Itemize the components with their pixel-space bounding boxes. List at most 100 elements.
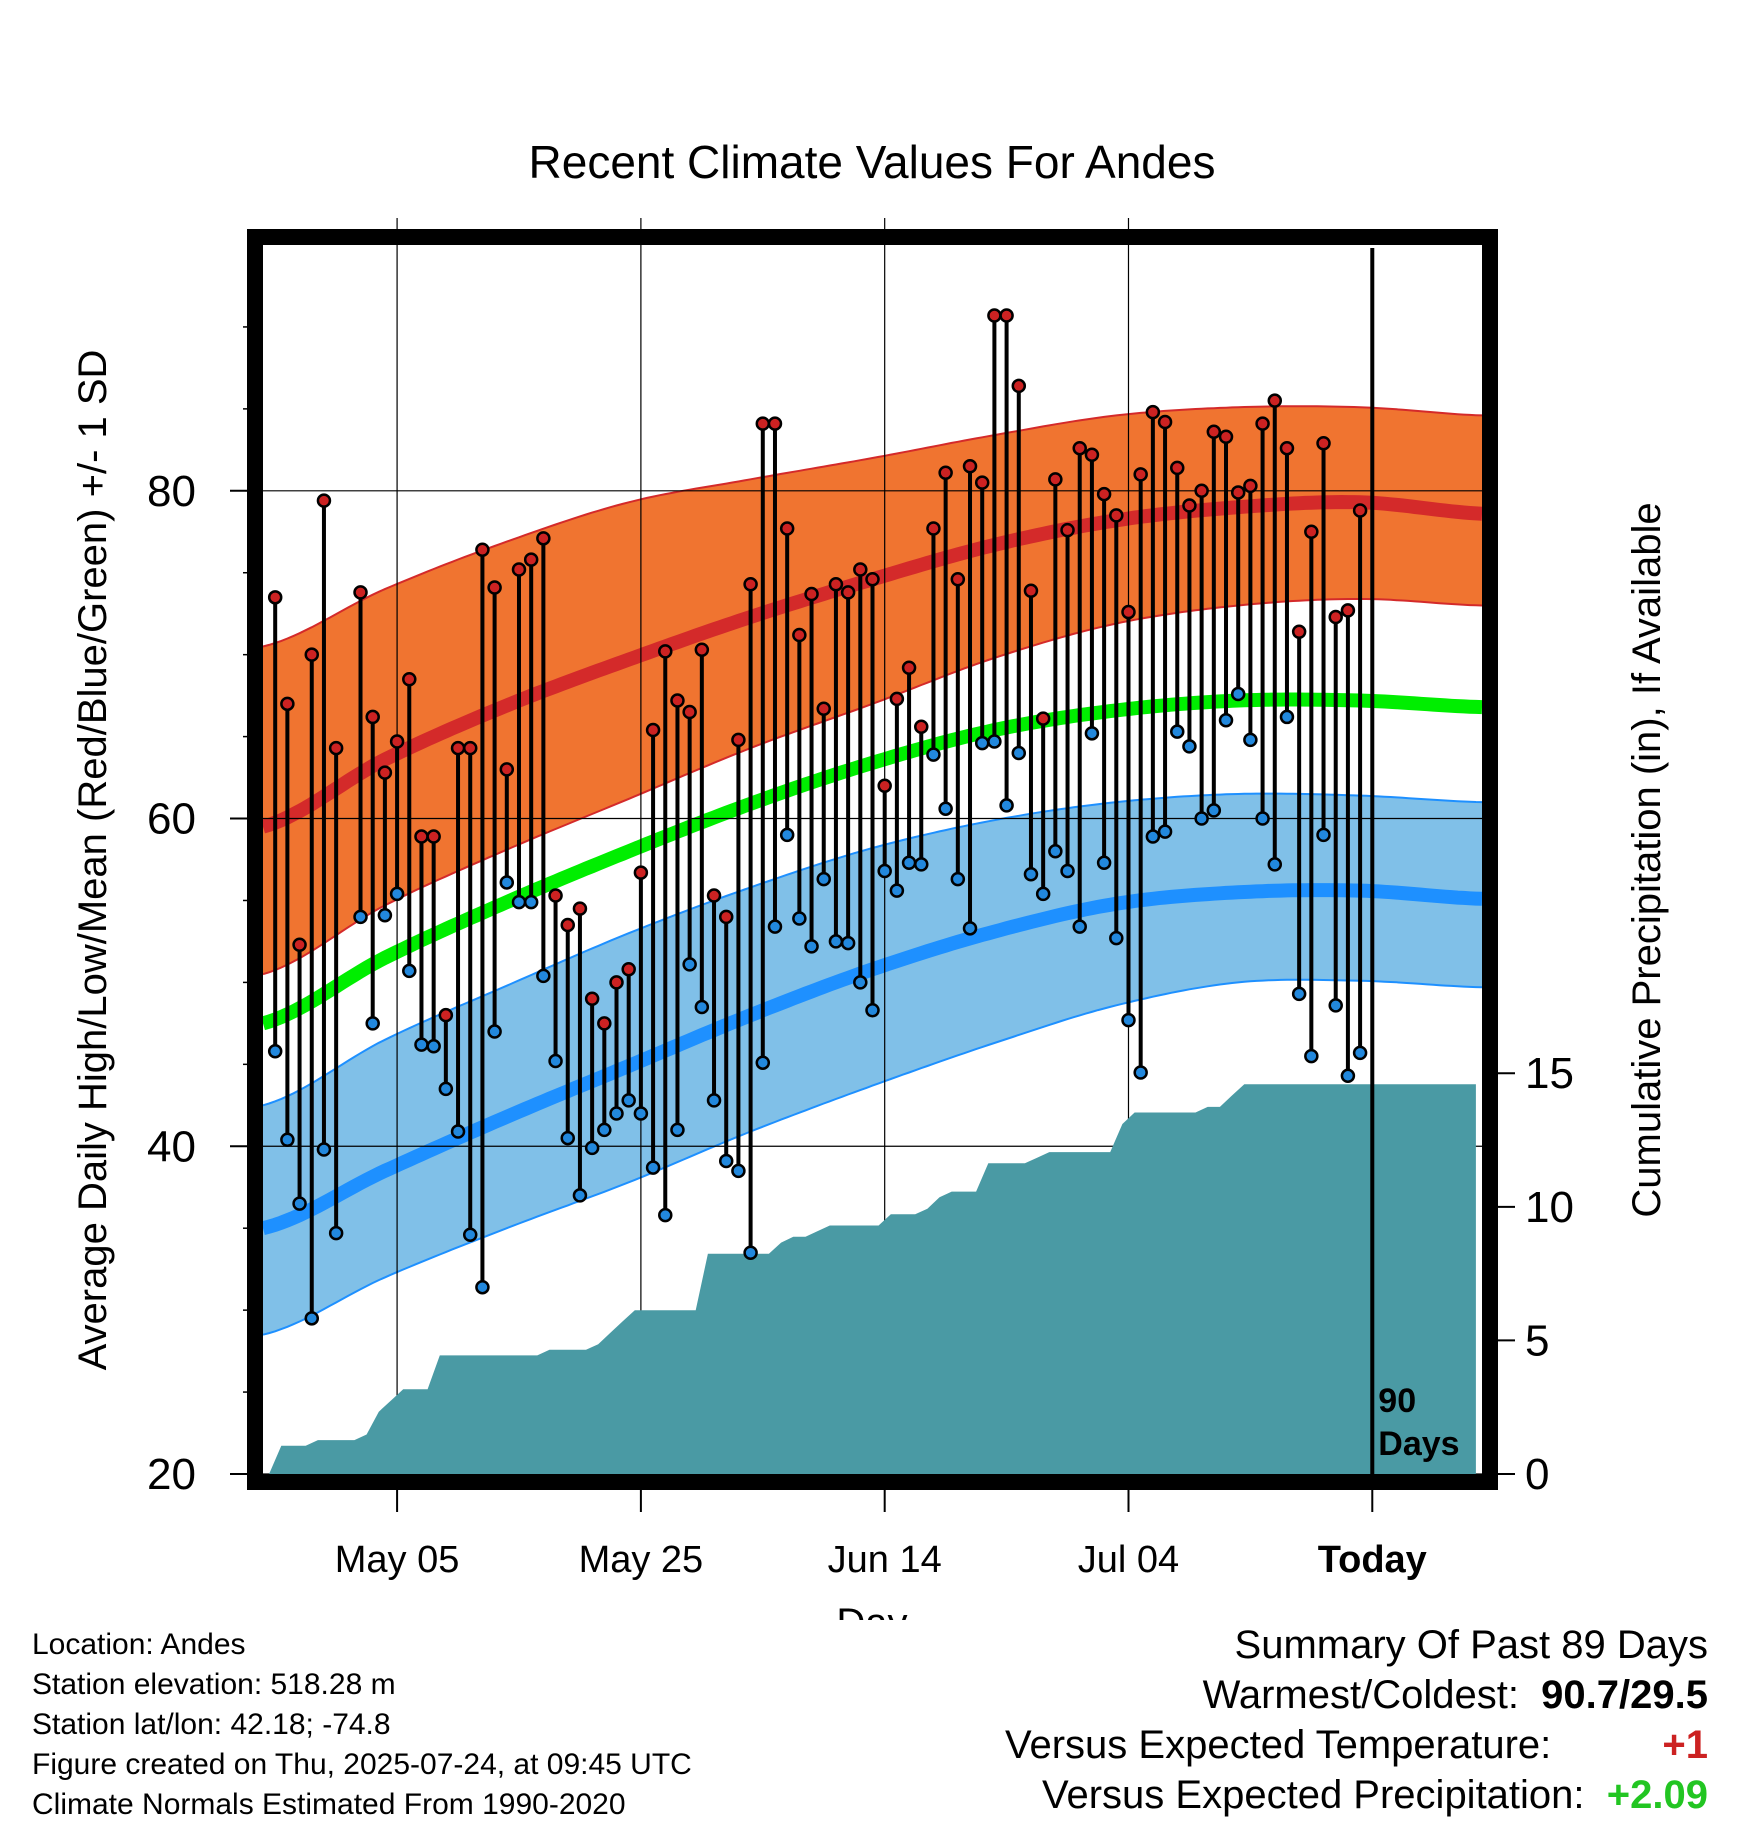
daily-low-point bbox=[292, 1196, 307, 1211]
daily-high-point bbox=[816, 701, 831, 716]
daily-low-point bbox=[731, 1163, 746, 1179]
daily-high-point bbox=[304, 647, 320, 662]
daily-high-point bbox=[1255, 416, 1270, 431]
daily-low-point bbox=[584, 1140, 600, 1156]
daily-low-point bbox=[865, 1003, 880, 1018]
daily-low-point bbox=[877, 863, 892, 879]
daily-high-point bbox=[560, 917, 575, 933]
daily-high-point bbox=[572, 901, 588, 916]
y2-tick-label: 10 bbox=[1525, 1183, 1574, 1232]
low-sd-lower-line bbox=[262, 978, 1483, 1336]
daily-high-point bbox=[523, 552, 539, 567]
y2-axis-label: Cumulative Precipitation (in), If Availa… bbox=[1625, 502, 1669, 1217]
daily-high-point bbox=[1109, 508, 1124, 523]
summary-temp: Versus Expected Temperature: +1 bbox=[1005, 1720, 1708, 1770]
daily-low-point bbox=[389, 886, 405, 902]
latlon-text: Station lat/lon: 42.18; -74.8 bbox=[32, 1708, 391, 1741]
daily-high-point bbox=[1157, 414, 1173, 430]
daily-high-point bbox=[328, 740, 344, 756]
daily-low-point bbox=[974, 735, 990, 751]
low-sd-band bbox=[263, 793, 1482, 1335]
summary-warm-cold: Warmest/Coldest: 90.7/29.5 bbox=[1005, 1670, 1708, 1720]
daily-low-point bbox=[950, 871, 966, 887]
daily-low-point bbox=[1316, 827, 1331, 843]
x-tick-label: May 05 bbox=[335, 1539, 460, 1581]
daily-low-point bbox=[1023, 866, 1039, 882]
daily-high-point bbox=[389, 734, 405, 749]
daily-low-point bbox=[1255, 811, 1270, 826]
daily-low-point bbox=[1133, 1065, 1148, 1080]
daily-low-point bbox=[402, 963, 417, 979]
daily-high-point bbox=[353, 585, 368, 600]
daily-low-point bbox=[816, 871, 831, 887]
daily-low-point bbox=[938, 801, 953, 816]
daily-low-point bbox=[462, 1227, 478, 1243]
daily-low-point bbox=[901, 855, 917, 871]
daily-low-point bbox=[1340, 1068, 1356, 1084]
daily-high-point bbox=[694, 642, 710, 658]
daily-low-point bbox=[999, 798, 1014, 813]
daily-low-point bbox=[1230, 686, 1246, 702]
daily-low-point bbox=[767, 919, 783, 934]
precip-area bbox=[269, 1084, 1476, 1474]
daily-low-point bbox=[560, 1130, 575, 1146]
daily-low-point bbox=[987, 734, 1002, 749]
location-text: Location: Andes bbox=[32, 1628, 246, 1661]
x-tick-label: Today bbox=[1318, 1539, 1427, 1581]
daily-high-point bbox=[1206, 424, 1222, 440]
daily-high-point bbox=[889, 691, 905, 707]
daily-low-point bbox=[828, 934, 844, 949]
daily-low-point bbox=[706, 1093, 722, 1108]
daily-low-point bbox=[1352, 1045, 1368, 1061]
daily-high-point bbox=[938, 465, 953, 481]
daily-high-point bbox=[280, 696, 295, 712]
daily-high-point bbox=[1133, 467, 1148, 482]
y2-tick-label: 15 bbox=[1525, 1049, 1574, 1098]
y-tick-label: 80 bbox=[147, 467, 196, 516]
daily-high-point bbox=[450, 740, 466, 756]
plot-frame bbox=[247, 229, 1498, 1490]
daily-high-point bbox=[511, 562, 527, 577]
normals-text: Climate Normals Estimated From 1990-2020 bbox=[32, 1788, 626, 1821]
daily-low-point bbox=[353, 909, 368, 925]
daily-low-point bbox=[670, 1122, 685, 1138]
daily-low-point bbox=[1072, 919, 1087, 934]
daily-low-point bbox=[1035, 886, 1051, 902]
daily-high-point bbox=[1194, 483, 1209, 499]
daily-high-point bbox=[840, 585, 856, 600]
daily-low-point bbox=[450, 1124, 466, 1139]
daily-high-point bbox=[1084, 447, 1100, 462]
daily-high-point bbox=[487, 580, 502, 595]
daily-high-point bbox=[365, 709, 380, 725]
daily-high-point bbox=[950, 572, 966, 587]
daily-high-point bbox=[731, 732, 746, 748]
elevation-text: Station elevation: 518.28 m bbox=[32, 1668, 396, 1701]
daily-low-point bbox=[962, 921, 978, 936]
warm-cold-value: 90.7/29.5 bbox=[1541, 1673, 1708, 1717]
daily-low-point bbox=[682, 957, 697, 972]
daily-high-point bbox=[597, 1016, 612, 1031]
daily-high-point bbox=[377, 765, 393, 780]
daily-high-point bbox=[402, 671, 417, 687]
daily-high-point bbox=[1011, 378, 1027, 394]
daily-high-point bbox=[926, 521, 941, 536]
daily-high-point bbox=[706, 888, 722, 903]
daily-high-point bbox=[1328, 609, 1343, 625]
daily-high-point bbox=[779, 521, 795, 536]
today-marker-label-1: 90 bbox=[1378, 1382, 1416, 1420]
daily-high-point bbox=[1230, 485, 1246, 500]
daily-low-point bbox=[658, 1207, 673, 1223]
daily-high-point bbox=[962, 458, 978, 474]
daily-high-point bbox=[1072, 440, 1087, 456]
daily-high-point bbox=[987, 308, 1002, 323]
daily-low-point bbox=[804, 939, 819, 954]
y-tick-label: 20 bbox=[147, 1450, 196, 1499]
daily-high-point bbox=[1145, 404, 1161, 420]
daily-high-point bbox=[718, 909, 734, 925]
station-info: Location: Andes Station elevation: 518.2… bbox=[32, 1625, 692, 1825]
daily-low-point bbox=[694, 999, 710, 1015]
daily-low-point bbox=[889, 883, 905, 898]
daily-high-point bbox=[475, 542, 490, 558]
warm-cold-label: Warmest/Coldest: bbox=[1202, 1673, 1519, 1717]
daily-high-point bbox=[792, 627, 807, 643]
